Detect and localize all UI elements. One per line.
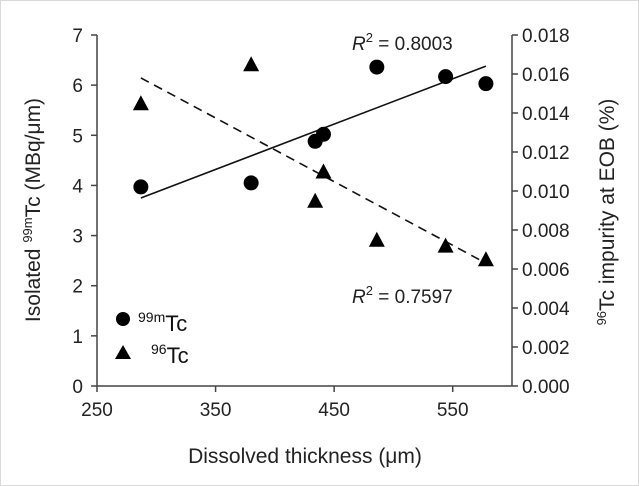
x-axis-title: Dissolved thickness (μm) — [188, 445, 422, 468]
right-y-tick-label: 0.012 — [522, 143, 570, 164]
legend-label-96tc-name: Tc — [167, 343, 189, 368]
point-96tc — [437, 237, 454, 253]
r2-annotation-96tc-sup: 2 — [366, 283, 373, 298]
r2-annotation-99mtc-r: R — [352, 34, 366, 55]
trendline-96tc — [140, 77, 487, 264]
right-y-tick-label: 0.002 — [522, 338, 570, 359]
left-y-tick-label: 0 — [72, 377, 83, 398]
x-tick-label: 550 — [437, 400, 469, 421]
right-y-tick-label: 0.006 — [522, 260, 570, 281]
right-y-tick-label: 0.016 — [522, 65, 570, 86]
trendlines — [140, 65, 487, 264]
legend: 99mTc 96Tc — [115, 309, 189, 368]
left-y-tick-label: 6 — [72, 76, 83, 97]
r2-annotation-96tc: R2 = 0.7597 — [352, 283, 453, 308]
right-y-tick-label: 0.018 — [522, 26, 570, 47]
left-y-axis-title: Isolated 99mTc (MBq/μm) — [20, 98, 45, 322]
left-y-tick-label: 3 — [72, 227, 83, 248]
x-ticks: 250 350 450 550 — [81, 386, 469, 421]
point-96tc — [243, 56, 260, 72]
x-tick-label: 450 — [318, 400, 350, 421]
point-96tc — [132, 95, 149, 111]
r2-annotation-96tc-value: = 0.7597 — [373, 287, 453, 308]
legend-marker-circle — [116, 312, 130, 326]
left-y-axis-title-suffix: Tc (MBq/μm) — [22, 98, 45, 217]
legend-label-99mtc-sup: 99m — [138, 309, 165, 325]
x-tick-label: 250 — [81, 400, 113, 421]
left-y-tick-label: 2 — [72, 277, 83, 298]
left-y-ticks: 0 1 2 3 4 5 6 7 — [72, 26, 97, 398]
left-y-axis-title-prefix: Isolated — [22, 243, 45, 322]
r2-annotation-96tc-r: R — [352, 287, 366, 308]
point-99mtc — [478, 76, 494, 92]
point-99mtc — [438, 69, 454, 85]
right-y-tick-label: 0.008 — [522, 221, 570, 242]
left-y-tick-label: 1 — [72, 327, 83, 348]
left-y-axis-title-sup: 99m — [20, 217, 35, 242]
left-y-tick-label: 5 — [72, 126, 83, 147]
point-96tc — [315, 163, 332, 179]
r2-annotation-99mtc-value: = 0.8003 — [373, 34, 453, 55]
point-96tc — [477, 251, 494, 267]
legend-label-99mtc-name: Tc — [165, 311, 187, 336]
data-points — [132, 56, 494, 267]
legend-marker-triangle — [115, 345, 131, 359]
trendline-99mtc — [140, 65, 487, 199]
point-96tc — [368, 231, 385, 247]
left-y-tick-label: 7 — [72, 26, 83, 47]
legend-label-96tc-sup: 96 — [151, 341, 167, 357]
point-99mtc — [243, 175, 259, 191]
r2-annotation-99mtc-sup: 2 — [366, 30, 373, 45]
left-y-tick-label: 4 — [72, 176, 83, 197]
point-96tc — [307, 192, 324, 208]
right-y-tick-label: 0.014 — [522, 104, 570, 125]
right-y-tick-label: 0.004 — [522, 299, 570, 320]
right-y-ticks: 0.000 0.002 0.004 0.006 0.008 0.010 0.012 0.014… — [512, 26, 570, 398]
right-y-axis-title: 96Tc impurity at EOB (%) — [594, 99, 619, 326]
right-y-axis-title-sup: 96 — [594, 311, 609, 325]
r2-annotation-99mtc: R2 = 0.8003 — [352, 30, 453, 55]
point-99mtc — [133, 179, 149, 195]
point-99mtc — [369, 59, 385, 75]
right-y-tick-label: 0.010 — [522, 182, 570, 203]
x-tick-label: 350 — [200, 400, 232, 421]
legend-label-96tc: 96Tc — [151, 341, 189, 368]
point-99mtc — [315, 126, 331, 142]
legend-label-99mtc: 99mTc — [138, 309, 187, 336]
right-y-tick-label: 0.000 — [522, 377, 570, 398]
right-y-axis-title-suffix: Tc impurity at EOB (%) — [596, 99, 619, 311]
